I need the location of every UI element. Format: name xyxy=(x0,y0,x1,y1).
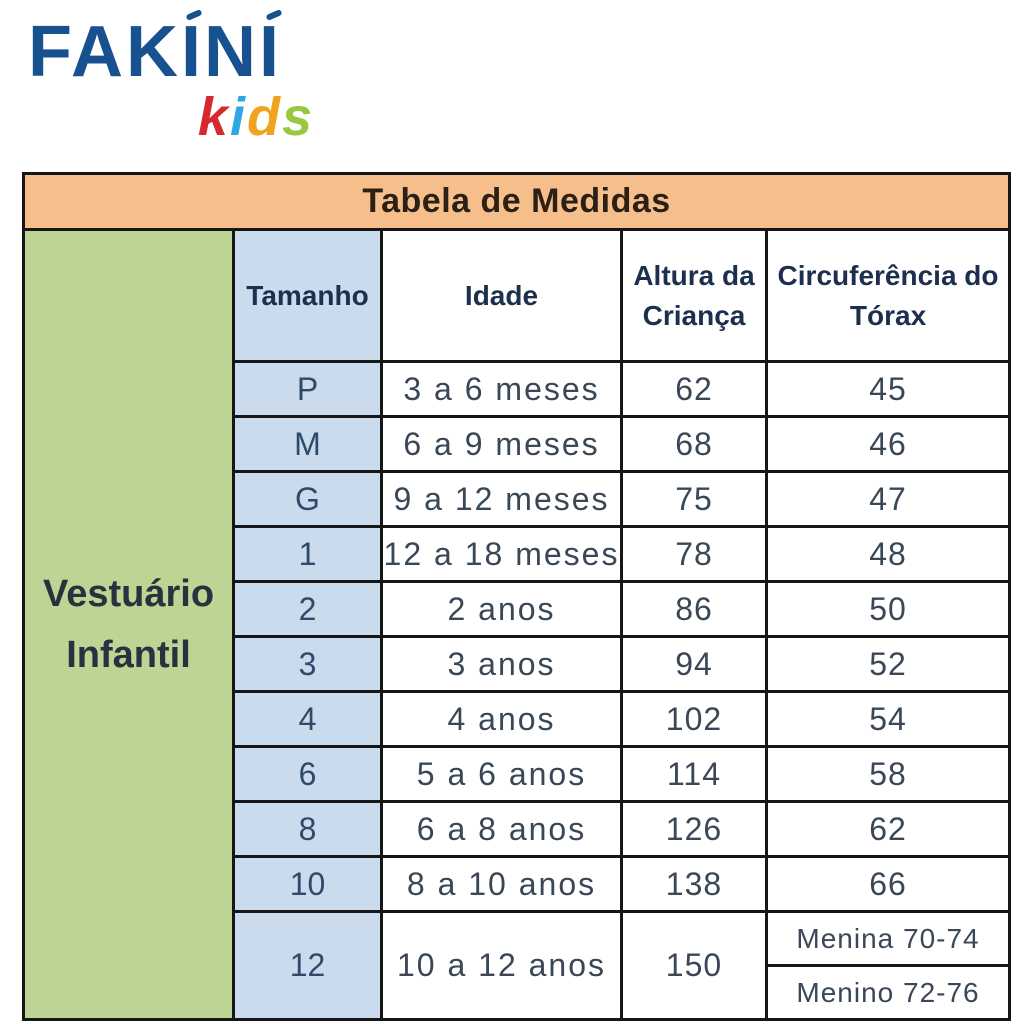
chest-cell: 66 xyxy=(764,855,1012,913)
height-cell: 114 xyxy=(620,745,768,803)
chest-girl-cell: Menina 70-74 xyxy=(764,910,1012,967)
age-cell: 12 a 18 meses xyxy=(380,525,623,583)
category-cell: Vestuário Infantil xyxy=(22,228,235,1021)
chest-column-header: Circuferência do Tórax xyxy=(764,228,1012,363)
table-row: 1 12 a 18 meses 78 48 xyxy=(24,525,1012,583)
height-cell: 102 xyxy=(620,690,768,748)
size-column-header: Tamanho xyxy=(232,228,383,363)
chest-cell: 45 xyxy=(764,360,1012,418)
size-cell: 6 xyxy=(232,745,383,803)
age-cell: 3 a 6 meses xyxy=(380,360,623,418)
chest-cell: 52 xyxy=(764,635,1012,693)
table-row-size-12: 12 10 a 12 anos 150 Menina 70-74 xyxy=(24,910,1012,1021)
size-cell: 2 xyxy=(232,580,383,638)
size-cell: 8 xyxy=(232,800,383,858)
table-title: Tabela de Medidas xyxy=(21,172,1012,231)
height-cell: 75 xyxy=(620,470,768,528)
table-row: M 6 a 9 meses 68 46 xyxy=(24,415,1012,473)
age-cell: 10 a 12 anos xyxy=(380,910,623,1021)
table-row: 8 6 a 8 anos 126 62 xyxy=(24,800,1012,858)
chest-cell: 47 xyxy=(764,470,1012,528)
chest-cell: 54 xyxy=(764,690,1012,748)
height-cell: 138 xyxy=(620,855,768,913)
age-cell: 5 a 6 anos xyxy=(380,745,623,803)
size-cell: 12 xyxy=(232,910,383,1021)
table-row-size-12-boy: Menino 72-76 xyxy=(24,964,1012,1021)
chest-cell: 62 xyxy=(764,800,1012,858)
table-row: P 3 a 6 meses 62 45 xyxy=(24,360,1012,418)
logo-kids-letter-d: d xyxy=(246,87,282,147)
height-cell: 78 xyxy=(620,525,768,583)
chest-boy-cell: Menino 72-76 xyxy=(764,964,1012,1021)
logo-brand-text: FAKINI xyxy=(28,12,283,92)
size-cell: 10 xyxy=(232,855,383,913)
table-row: 2 2 anos 86 50 xyxy=(24,580,1012,638)
age-cell: 6 a 9 meses xyxy=(380,415,623,473)
height-cell: 126 xyxy=(620,800,768,858)
age-cell: 9 a 12 meses xyxy=(380,470,623,528)
table-row: 6 5 a 6 anos 114 58 xyxy=(24,745,1012,803)
age-cell: 2 anos xyxy=(380,580,623,638)
logo-kids-letter-i: i xyxy=(229,87,247,147)
size-cell: 4 xyxy=(232,690,383,748)
size-cell: M xyxy=(232,415,383,473)
logo-kids-letter-k: k xyxy=(197,87,230,147)
height-column-header: Altura da Criança xyxy=(620,228,768,363)
height-cell: 62 xyxy=(620,360,768,418)
size-cell: 3 xyxy=(232,635,383,693)
table-row: 10 8 a 10 anos 138 66 xyxy=(24,855,1012,913)
header-row: Vestuário Infantil Tamanho Idade Altura … xyxy=(22,228,1012,1021)
size-cell: G xyxy=(232,470,383,528)
age-column-header: Idade xyxy=(380,228,623,363)
height-cell: 86 xyxy=(620,580,768,638)
logo-kids-letter-s: s xyxy=(281,87,314,147)
chest-cell: 50 xyxy=(764,580,1012,638)
title-row: Tabela de Medidas xyxy=(21,172,1012,231)
age-cell: 3 anos xyxy=(380,635,623,693)
age-cell: 4 anos xyxy=(380,690,623,748)
age-cell: 6 a 8 anos xyxy=(380,800,623,858)
chest-cell: 46 xyxy=(764,415,1012,473)
chest-cell: 58 xyxy=(764,745,1012,803)
logo-kids-text: kids xyxy=(28,90,318,144)
age-cell: 8 a 10 anos xyxy=(380,855,623,913)
measurement-table: Tabela de Medidas Vestuário Infantil Tam… xyxy=(21,172,1012,1021)
table-row: 3 3 anos 94 52 xyxy=(24,635,1012,693)
table-row: G 9 a 12 meses 75 47 xyxy=(24,470,1012,528)
height-cell: 68 xyxy=(620,415,768,473)
size-cell: 1 xyxy=(232,525,383,583)
chest-cell: 48 xyxy=(764,525,1012,583)
table-row: 4 4 anos 102 54 xyxy=(24,690,1012,748)
size-cell: P xyxy=(232,360,383,418)
height-cell: 94 xyxy=(620,635,768,693)
brand-logo: FAKINI kids xyxy=(28,9,318,144)
height-cell: 150 xyxy=(620,910,768,1021)
